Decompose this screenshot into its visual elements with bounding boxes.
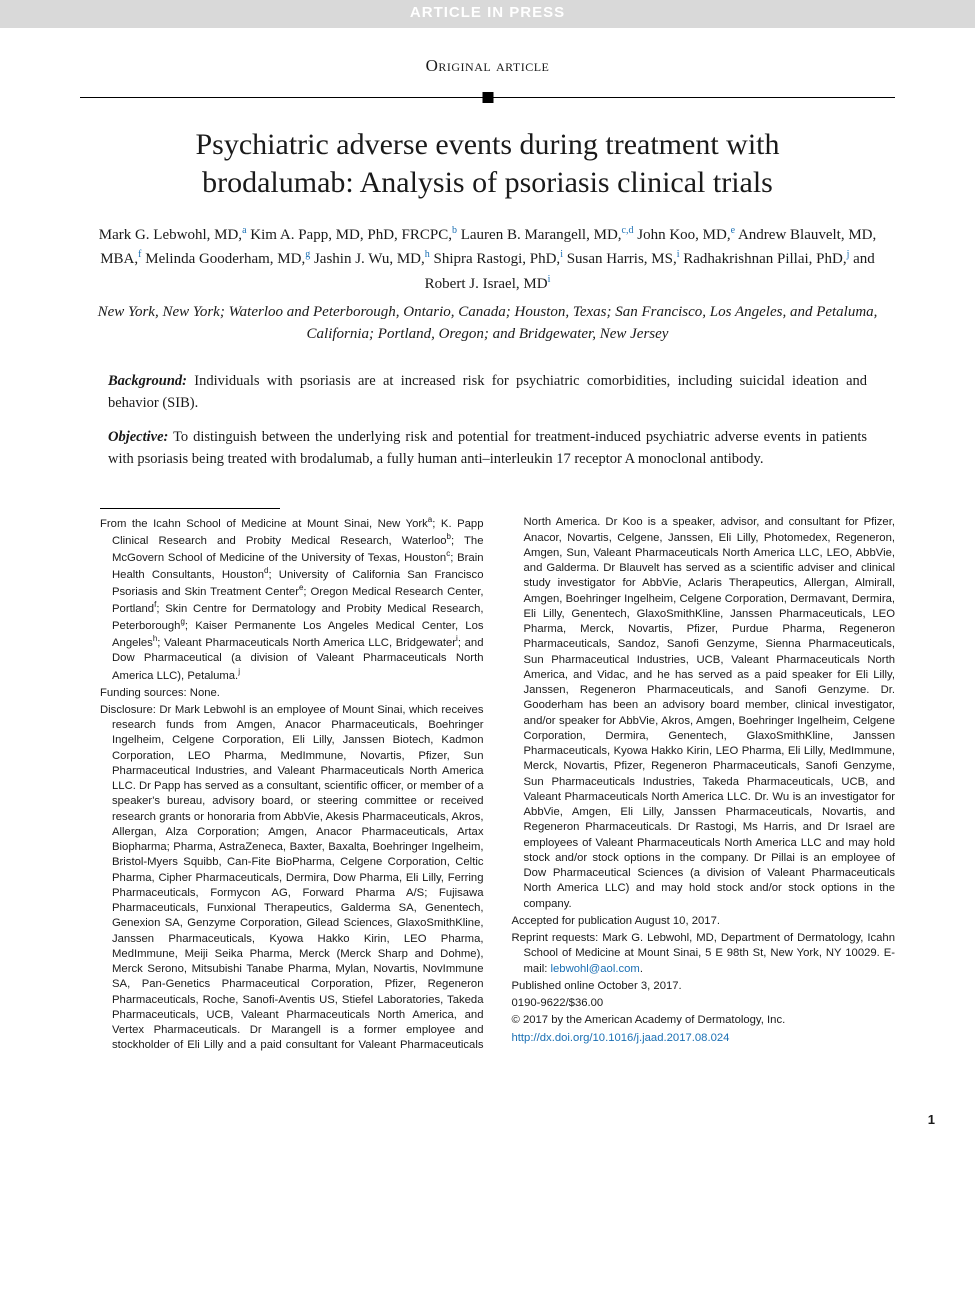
page-number: 1 [0,1094,975,1141]
doi-link[interactable]: http://dx.doi.org/10.1016/j.jaad.2017.08… [512,1032,730,1044]
reprint-email-link[interactable]: lebwohl@aol.com [551,963,640,975]
background-text: Individuals with psoriasis are at increa… [108,373,867,411]
footnote-doi: http://dx.doi.org/10.1016/j.jaad.2017.08… [512,1031,896,1046]
article-type-label: Original article [80,56,895,76]
footnote-published: Published online October 3, 2017. [512,979,896,994]
author-list: Mark G. Lebwohl, MD,a Kim A. Papp, MD, P… [90,223,885,296]
footnote-funding: Funding sources: None. [100,686,484,701]
footnote-from: From the Icahn School of Medicine at Mou… [100,515,484,683]
rule-square-icon [482,92,493,103]
background-label: Background: [108,373,187,389]
abstract: Background: Individuals with psoriasis a… [108,371,867,470]
article-title: Psychiatric adverse events during treatm… [120,126,855,201]
page-content: Original article Psychiatric adverse eve… [0,56,975,1094]
banner-text: ARTICLE IN PRESS [410,4,565,21]
footnote-reprint: Reprint requests: Mark G. Lebwohl, MD, D… [512,931,896,977]
footnote-accepted: Accepted for publication August 10, 2017… [512,914,896,929]
abstract-objective: Objective: To distinguish between the un… [108,427,867,471]
footnotes: From the Icahn School of Medicine at Mou… [80,515,895,1053]
footnote-copyright: © 2017 by the American Academy of Dermat… [512,1013,896,1028]
objective-label: Objective: [108,429,168,445]
title-rule [80,90,895,106]
footnote-issn: 0190-9622/$36.00 [512,996,896,1011]
affiliation-cities: New York, New York; Waterloo and Peterbo… [90,302,885,346]
objective-text: To distinguish between the underlying ri… [108,429,867,467]
abstract-background: Background: Individuals with psoriasis a… [108,371,867,415]
article-in-press-banner: ARTICLE IN PRESS [0,0,975,28]
footnote-divider [100,508,280,509]
